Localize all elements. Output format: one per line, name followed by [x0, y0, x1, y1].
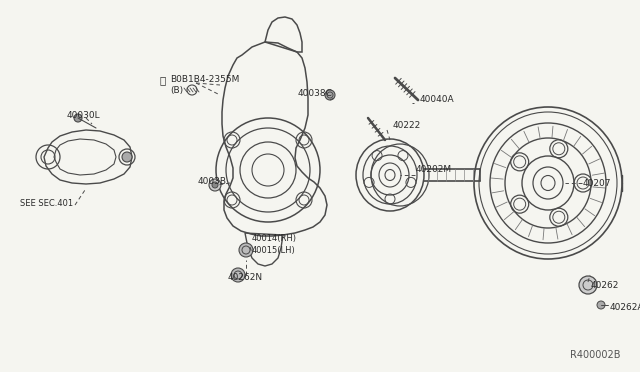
Circle shape: [597, 301, 605, 309]
Text: 40262: 40262: [591, 280, 620, 289]
Circle shape: [212, 182, 218, 188]
Circle shape: [74, 114, 82, 122]
Text: 40014(RH): 40014(RH): [252, 234, 297, 243]
Circle shape: [325, 90, 335, 100]
Circle shape: [122, 152, 132, 162]
Text: 4003B: 4003B: [198, 177, 227, 186]
Text: 40262N: 40262N: [228, 273, 263, 282]
Text: 40015(LH): 40015(LH): [252, 246, 296, 254]
Text: 40040A: 40040A: [420, 96, 454, 105]
Text: Ⓑ: Ⓑ: [159, 75, 165, 85]
Circle shape: [209, 179, 221, 191]
Text: 40222: 40222: [393, 122, 421, 131]
Text: 40262A: 40262A: [610, 302, 640, 311]
Text: 40038C: 40038C: [298, 89, 333, 97]
Text: 40030L: 40030L: [67, 112, 100, 121]
Text: 40202M: 40202M: [416, 166, 452, 174]
Text: SEE SEC.401: SEE SEC.401: [20, 199, 73, 208]
Text: (B): (B): [170, 87, 183, 96]
Text: B0B1B4-2355M: B0B1B4-2355M: [170, 76, 239, 84]
Text: R400002B: R400002B: [570, 350, 621, 360]
Text: 40207: 40207: [583, 179, 611, 187]
Circle shape: [239, 243, 253, 257]
Circle shape: [231, 268, 245, 282]
Circle shape: [579, 276, 597, 294]
